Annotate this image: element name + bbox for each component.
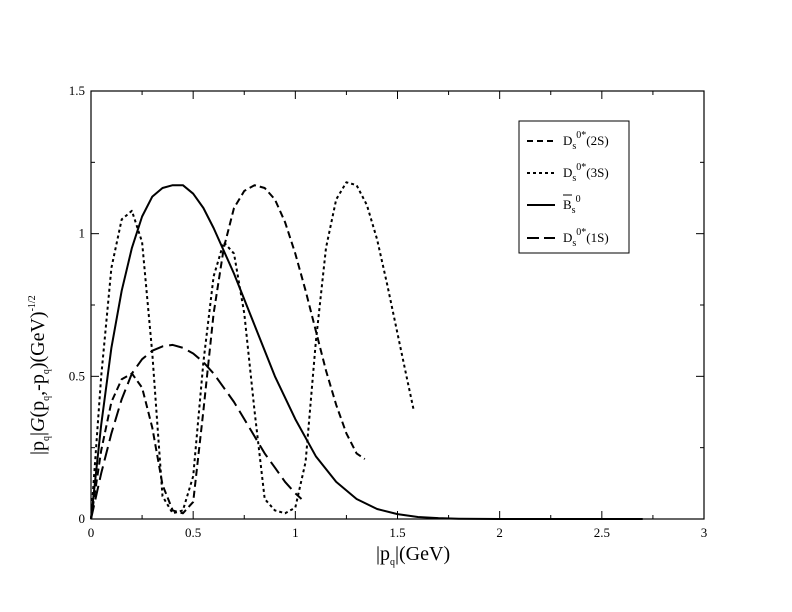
series-line-3s [90,181,415,520]
y-tick-label: 1 [79,226,86,241]
x-tick-label: 1 [292,525,299,540]
y-axis-ticks: 0 0.5 1 1.5 [69,83,704,526]
y-tick-label: 1.5 [69,83,85,98]
x-tick-label: 1.5 [389,525,405,540]
series-line-1s [90,343,303,520]
series-line-bs [90,184,643,520]
legend-box [518,120,630,254]
legend: Ds0*(2S) Ds0*(3S) Bs0 Ds0*(1S) [518,120,630,254]
x-axis-label: |pq|(GeV) [376,543,450,568]
series-line-2s [90,184,366,520]
y-tick-label: 0.5 [69,368,85,383]
x-tick-label: 0.5 [185,525,201,540]
y-axis-label: |pq|G(pq,-pq)(GeV)-1/2 [27,295,52,455]
x-tick-label: 0 [88,525,95,540]
x-tick-label: 3 [701,525,708,540]
x-tick-label: 2 [496,525,503,540]
x-axis-ticks: 0 0.5 1 1.5 2 2.5 3 [88,91,708,540]
series-layer [90,181,643,520]
y-tick-label: 0 [79,511,86,526]
x-tick-label: 2.5 [594,525,610,540]
